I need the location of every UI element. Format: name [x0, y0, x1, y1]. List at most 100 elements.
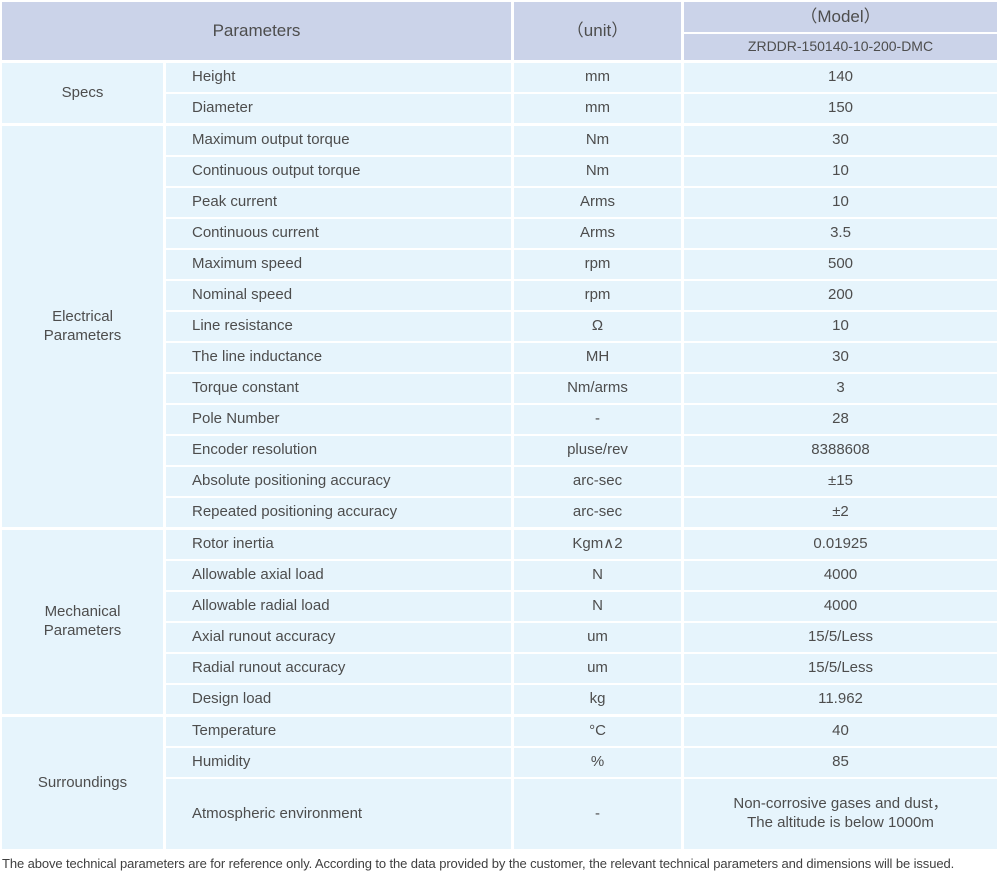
- parameter-unit: -: [514, 405, 681, 434]
- parameter-unit: °C: [514, 717, 681, 746]
- parameter-unit: Ω: [514, 312, 681, 341]
- parameter-name: Encoder resolution: [166, 436, 511, 465]
- parameter-value: 140: [684, 63, 997, 92]
- parameter-unit: N: [514, 561, 681, 590]
- parameter-name: Temperature: [166, 717, 511, 746]
- table-row: Atmospheric environment - Non-corrosive …: [166, 779, 997, 849]
- table-row: Axial runout accuracy um 15/5/Less: [166, 623, 997, 652]
- parameter-unit: MH: [514, 343, 681, 372]
- parameter-value: 85: [684, 748, 997, 777]
- parameter-value: 10: [684, 312, 997, 341]
- section-rows: Height mm 140 Diameter mm 150: [166, 63, 997, 123]
- parameter-name: Continuous output torque: [166, 157, 511, 186]
- section-rows: Maximum output torque Nm 30 Continuous o…: [166, 126, 997, 527]
- parameter-unit: arc-sec: [514, 467, 681, 496]
- parameter-value: 15/5/Less: [684, 654, 997, 683]
- parameter-unit: %: [514, 748, 681, 777]
- table-row: Absolute positioning accuracy arc-sec ±1…: [166, 467, 997, 496]
- parameter-unit: N: [514, 592, 681, 621]
- parameter-unit: mm: [514, 94, 681, 123]
- parameter-unit: um: [514, 654, 681, 683]
- table-row: Humidity % 85: [166, 748, 997, 777]
- parameter-value: 30: [684, 126, 997, 155]
- parameter-name: Maximum output torque: [166, 126, 511, 155]
- table-row: Radial runout accuracy um 15/5/Less: [166, 654, 997, 683]
- parameter-value: Non-corrosive gases and dust， The altitu…: [684, 779, 997, 849]
- parameter-name: Humidity: [166, 748, 511, 777]
- parameter-unit: pluse/rev: [514, 436, 681, 465]
- parameter-value: 200: [684, 281, 997, 310]
- parameter-value: ±2: [684, 498, 997, 527]
- section-rows: Rotor inertia Kgm∧2 0.01925 Allowable ax…: [166, 530, 997, 714]
- parameter-unit: Arms: [514, 188, 681, 217]
- table-section: Electrical Parameters Maximum output tor…: [2, 126, 997, 527]
- parameter-value: 3: [684, 374, 997, 403]
- table-row: Height mm 140: [166, 63, 997, 92]
- header-parameters: Parameters: [2, 2, 511, 60]
- section-group-label: Specs: [2, 63, 163, 123]
- parameter-name: Allowable radial load: [166, 592, 511, 621]
- parameter-value: 150: [684, 94, 997, 123]
- parameter-value: 15/5/Less: [684, 623, 997, 652]
- table-row: Pole Number - 28: [166, 405, 997, 434]
- header-model-number: ZRDDR-150140-10-200-DMC: [684, 34, 997, 60]
- parameter-name: Maximum speed: [166, 250, 511, 279]
- header-model-column: （Model） ZRDDR-150140-10-200-DMC: [684, 2, 997, 60]
- footer-disclaimer: The above technical parameters are for r…: [2, 856, 955, 871]
- table-row: Torque constant Nm/arms 3: [166, 374, 997, 403]
- spec-table: Parameters （unit） （Model） ZRDDR-150140-1…: [2, 2, 997, 849]
- parameter-unit: arc-sec: [514, 498, 681, 527]
- parameter-name: Continuous current: [166, 219, 511, 248]
- table-row: Peak current Arms 10: [166, 188, 997, 217]
- parameter-value: 8388608: [684, 436, 997, 465]
- parameter-unit: rpm: [514, 250, 681, 279]
- section-group-label: Electrical Parameters: [2, 126, 163, 527]
- table-row: The line inductance MH 30: [166, 343, 997, 372]
- table-row: Maximum output torque Nm 30: [166, 126, 997, 155]
- parameter-name: Rotor inertia: [166, 530, 511, 559]
- table-row: Line resistance Ω 10: [166, 312, 997, 341]
- parameter-value: 500: [684, 250, 997, 279]
- parameter-name: Radial runout accuracy: [166, 654, 511, 683]
- table-row: Encoder resolution pluse/rev 8388608: [166, 436, 997, 465]
- parameter-value: 4000: [684, 561, 997, 590]
- parameter-unit: um: [514, 623, 681, 652]
- parameter-unit: Kgm∧2: [514, 530, 681, 559]
- parameter-name: Repeated positioning accuracy: [166, 498, 511, 527]
- parameter-name: Line resistance: [166, 312, 511, 341]
- parameter-value: 40: [684, 717, 997, 746]
- parameter-name: Absolute positioning accuracy: [166, 467, 511, 496]
- parameter-name: Peak current: [166, 188, 511, 217]
- parameter-name: Axial runout accuracy: [166, 623, 511, 652]
- table-row: Rotor inertia Kgm∧2 0.01925: [166, 530, 997, 559]
- table-row: Temperature °C 40: [166, 717, 997, 746]
- parameter-value: 11.962: [684, 685, 997, 714]
- parameter-unit: rpm: [514, 281, 681, 310]
- table-row: Allowable axial load N 4000: [166, 561, 997, 590]
- section-rows: Temperature °C 40 Humidity % 85 Atmosphe…: [166, 717, 997, 849]
- table-row: Diameter mm 150: [166, 94, 997, 123]
- table-body: Specs Height mm 140 Diameter mm 150 Elec…: [2, 60, 997, 849]
- parameter-name: Diameter: [166, 94, 511, 123]
- parameter-value: 0.01925: [684, 530, 997, 559]
- parameter-value: 10: [684, 188, 997, 217]
- table-row: Allowable radial load N 4000: [166, 592, 997, 621]
- table-row: Repeated positioning accuracy arc-sec ±2: [166, 498, 997, 527]
- parameter-value: ±15: [684, 467, 997, 496]
- section-group-label: Surroundings: [2, 717, 163, 849]
- parameter-name: Atmospheric environment: [166, 779, 511, 849]
- parameter-value: 30: [684, 343, 997, 372]
- parameter-value: 3.5: [684, 219, 997, 248]
- table-row: Continuous output torque Nm 10: [166, 157, 997, 186]
- parameter-name: Torque constant: [166, 374, 511, 403]
- parameter-name: Pole Number: [166, 405, 511, 434]
- parameter-unit: Nm/arms: [514, 374, 681, 403]
- table-row: Maximum speed rpm 500: [166, 250, 997, 279]
- parameter-name: Design load: [166, 685, 511, 714]
- parameter-unit: -: [514, 779, 681, 849]
- parameter-unit: kg: [514, 685, 681, 714]
- table-row: Continuous current Arms 3.5: [166, 219, 997, 248]
- table-section: Specs Height mm 140 Diameter mm 150: [2, 63, 997, 123]
- parameter-value: 10: [684, 157, 997, 186]
- parameter-unit: mm: [514, 63, 681, 92]
